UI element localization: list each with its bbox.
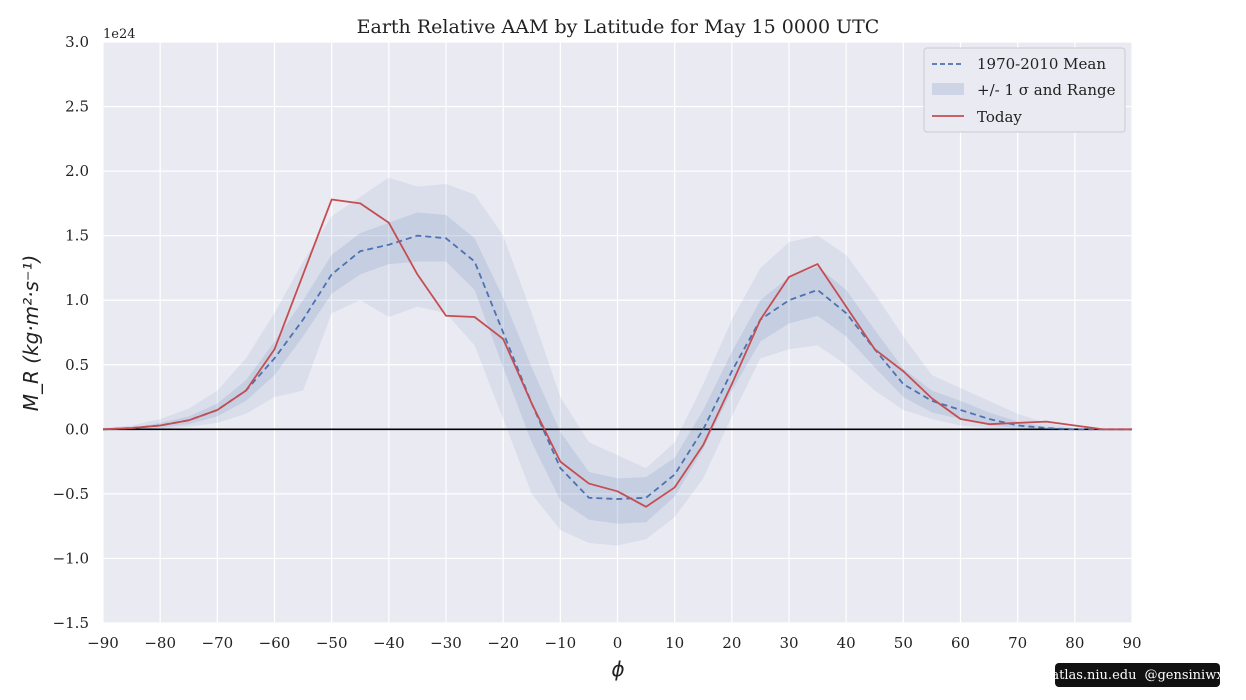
x-tick-label: 90 [1122, 634, 1141, 652]
x-tick-label: −30 [430, 634, 462, 652]
mean-series-line [102, 234, 1132, 500]
credit-badge: atlas.niu.edu @gensiniwx [1051, 663, 1224, 687]
confidence-bands [103, 177, 1132, 546]
range-band [103, 177, 1132, 546]
y-tick-label: 1.0 [65, 291, 89, 309]
x-tick-label: −10 [545, 634, 577, 652]
y-tick-label: 0.0 [65, 420, 89, 438]
x-tick-label: −90 [87, 634, 119, 652]
x-tick-label: 60 [951, 634, 970, 652]
y-tick-labels: −1.5 −1.0 −0.5 0.0 0.5 1.0 1.5 2.0 2.5 3.0 [53, 33, 89, 632]
gridlines [102, 41, 1133, 624]
y-tick-label: 0.5 [65, 356, 89, 374]
x-tick-label: −50 [316, 634, 348, 652]
x-tick-label: 50 [894, 634, 913, 652]
x-tick-label: 70 [1008, 634, 1027, 652]
legend-band-swatch [932, 83, 964, 95]
y-tick-label: 1.5 [65, 227, 89, 245]
y-offset-label: 1e24 [103, 27, 136, 42]
chart-title: Earth Relative AAM by Latitude for May 1… [357, 16, 880, 38]
legend: 1970-2010 Mean +/- 1 σ and Range Today [923, 47, 1126, 133]
x-tick-label: 40 [837, 634, 856, 652]
x-tick-label: 80 [1065, 634, 1084, 652]
x-tick-label: 0 [613, 634, 623, 652]
x-tick-label: −40 [373, 634, 405, 652]
y-axis-label: M_R (kg·m²·s⁻¹) [19, 255, 43, 412]
x-tick-label: −70 [202, 634, 234, 652]
legend-box [923, 47, 1126, 133]
credit-handle: @gensiniwx [1144, 667, 1224, 683]
y-tick-label: 2.0 [65, 162, 89, 180]
today-series-line [102, 198, 1132, 508]
y-tick-label: 3.0 [65, 33, 89, 51]
y-tick-label: −1.0 [53, 549, 89, 567]
x-tick-label: 30 [779, 634, 798, 652]
y-tick-label: −1.5 [53, 614, 89, 632]
legend-today-label: Today [977, 108, 1022, 126]
x-tick-label: −60 [259, 634, 291, 652]
x-axis-label: ϕ [611, 657, 624, 681]
x-tick-label: 20 [722, 634, 741, 652]
legend-mean-label: 1970-2010 Mean [977, 55, 1106, 73]
y-tick-label: 2.5 [65, 98, 89, 116]
credit-site: atlas.niu.edu [1051, 667, 1137, 683]
x-tick-labels: −90 −80 −70 −60 −50 −40 −30 −20 −10 0 10 20 30 40 50 60… [87, 634, 1141, 652]
y-tick-label: −0.5 [53, 485, 89, 503]
series-lines [102, 198, 1132, 508]
x-tick-label: −20 [487, 634, 519, 652]
x-tick-label: 10 [665, 634, 684, 652]
legend-band-label: +/- 1 σ and Range [977, 81, 1116, 99]
x-tick-label: −80 [144, 634, 176, 652]
